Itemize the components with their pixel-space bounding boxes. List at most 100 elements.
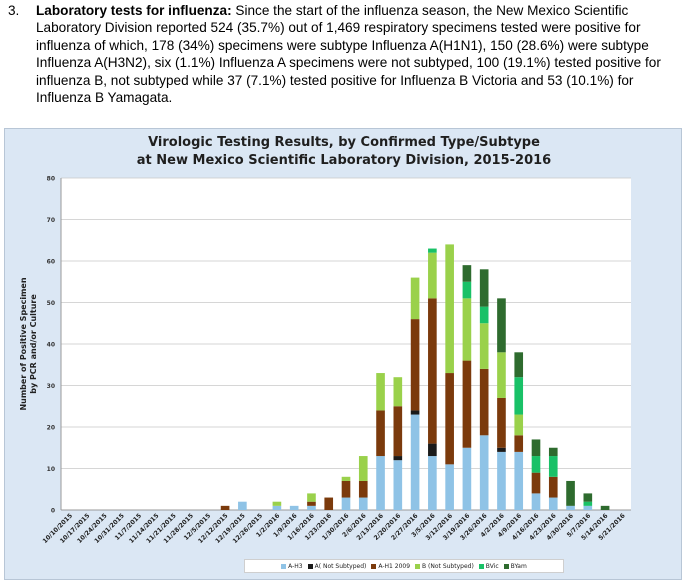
bar-segment-byam bbox=[600, 505, 610, 510]
bar-segment-a-h1-2009 bbox=[445, 373, 454, 465]
legend-label: B (Not Subtyped) bbox=[422, 562, 474, 570]
legend-item: BYam bbox=[503, 562, 527, 570]
bar-segment-a-not-subtyped bbox=[393, 456, 403, 461]
chart-title-line1: Virologic Testing Results, by Confirmed … bbox=[148, 135, 540, 150]
y-tick-label: 70 bbox=[47, 217, 55, 224]
bar-segment-byam bbox=[583, 493, 593, 502]
bar-segment-byam bbox=[531, 439, 541, 457]
bar-segment-byam bbox=[497, 298, 506, 353]
bar-segment-a-not-subtyped bbox=[410, 410, 420, 415]
legend-item: A( Not Subtyped) bbox=[307, 562, 367, 570]
legend-swatch bbox=[503, 563, 509, 569]
bar-segment-a-h1-2009 bbox=[358, 480, 368, 498]
bar-segment-b-not-subtyped bbox=[479, 323, 489, 369]
bar-segment-a-h3 bbox=[393, 460, 403, 510]
legend-label: BYam bbox=[510, 562, 527, 570]
bar-segment-a-h1-2009 bbox=[548, 476, 558, 498]
y-axis-label: Number of Positive Specimenby PCR and/or… bbox=[19, 277, 38, 410]
bar-segment-b-not-subtyped bbox=[272, 501, 282, 506]
y-tick-label: 10 bbox=[47, 466, 55, 473]
bar-segment-a-h1-2009 bbox=[531, 472, 541, 494]
bar-segment-a-h1-2009 bbox=[376, 410, 385, 457]
bar-segment-a-h3 bbox=[358, 497, 368, 510]
y-tick-label: 50 bbox=[47, 300, 55, 307]
bar-segment-a-h3 bbox=[497, 451, 506, 510]
bar-segment-a-h3 bbox=[445, 464, 454, 510]
bar-segment-a-h1-2009 bbox=[479, 368, 489, 436]
intro-lead: Laboratory tests for influenza: bbox=[36, 3, 232, 18]
bar-segment-a-h3 bbox=[307, 505, 316, 510]
bar-segment-a-h3 bbox=[514, 451, 524, 510]
y-tick-label: 40 bbox=[47, 342, 55, 349]
bar-segment-b-not-subtyped bbox=[358, 456, 368, 481]
bar-segment-a-h1-2009 bbox=[341, 480, 351, 498]
bar-segment-a-h3 bbox=[376, 456, 385, 510]
bar-segment-b-not-subtyped bbox=[393, 377, 403, 407]
bar-segment-b-not-subtyped bbox=[462, 298, 472, 361]
bar-segment-byam bbox=[462, 265, 472, 282]
bar-segment-bvic bbox=[462, 281, 472, 299]
bar-segment-a-h3 bbox=[272, 505, 282, 510]
bar-segment-byam bbox=[514, 352, 524, 378]
bar-segment-byam bbox=[479, 269, 489, 307]
bar-segment-a-h3 bbox=[531, 493, 541, 510]
bar-segment-bvic bbox=[428, 248, 437, 253]
bar-segment-a-h1-2009 bbox=[497, 397, 506, 448]
bar-segment-bvic bbox=[479, 306, 489, 324]
bar-segment-a-h3 bbox=[583, 505, 593, 510]
y-tick-label: 20 bbox=[47, 425, 55, 432]
bar-segment-a-h3 bbox=[462, 447, 472, 510]
bar-segment-b-not-subtyped bbox=[428, 252, 437, 299]
bar-segment-a-h1-2009 bbox=[220, 505, 230, 510]
legend-swatch bbox=[415, 563, 421, 569]
legend-item: B (Not Subtyped) bbox=[415, 563, 474, 570]
bar-segment-a-h1-2009 bbox=[307, 501, 316, 506]
bar-segment-a-h1-2009 bbox=[462, 360, 472, 448]
legend-label: A-H1 2009 bbox=[378, 562, 411, 570]
y-tick-label: 0 bbox=[51, 508, 55, 515]
intro-paragraph: 3. Laboratory tests for influenza: Since… bbox=[8, 2, 678, 106]
bar-segment-b-not-subtyped bbox=[497, 352, 506, 398]
bar-segment-a-not-subtyped bbox=[497, 447, 506, 452]
bar-segment-b-not-subtyped bbox=[410, 277, 420, 320]
list-number: 3. bbox=[8, 3, 20, 18]
bar-segment-a-h3 bbox=[566, 505, 575, 510]
legend-swatch bbox=[307, 563, 313, 569]
bar-segment-a-h1-2009 bbox=[514, 435, 524, 452]
chart-title-line2: at New Mexico Scientific Laboratory Divi… bbox=[136, 153, 552, 168]
legend-item: A-H3 bbox=[281, 562, 303, 570]
bar-segment-bvic bbox=[514, 377, 524, 415]
legend-item: BVic bbox=[478, 562, 499, 570]
legend-label: A-H3 bbox=[288, 562, 303, 570]
bar-segment-a-h3 bbox=[548, 497, 558, 510]
chart-legend: A-H3 A( Not Subtyped) A-H1 2009 B (Not Subt… bbox=[244, 559, 564, 573]
y-tick-label: 80 bbox=[47, 176, 55, 183]
bar-segment-a-h1-2009 bbox=[393, 406, 403, 457]
bar-segment-bvic bbox=[531, 456, 541, 473]
bar-segment-a-h1-2009 bbox=[324, 497, 334, 510]
bar-segment-b-not-subtyped bbox=[376, 373, 385, 411]
legend-label: A( Not Subtyped) bbox=[314, 562, 367, 570]
bar-segment-b-not-subtyped bbox=[307, 493, 316, 502]
bar-segment-b-not-subtyped bbox=[514, 414, 524, 436]
bar-segment-byam bbox=[566, 480, 575, 506]
bar-segment-bvic bbox=[583, 501, 593, 506]
bar-segment-b-not-subtyped bbox=[341, 476, 351, 481]
bar-segment-a-h3 bbox=[479, 435, 489, 510]
y-tick-label: 60 bbox=[47, 259, 55, 266]
legend-label: BVic bbox=[485, 562, 499, 570]
bar-segment-b-not-subtyped bbox=[445, 244, 454, 374]
bar-segment-a-h3 bbox=[410, 414, 420, 510]
bar-segment-a-h3 bbox=[238, 501, 247, 510]
legend-item: A-H1 2009 bbox=[371, 563, 410, 570]
bar-segment-a-h3 bbox=[341, 497, 351, 510]
bar-segment-a-not-subtyped bbox=[428, 443, 437, 457]
legend-swatch bbox=[371, 563, 377, 569]
bar-segment-bvic bbox=[548, 456, 558, 477]
bar-segment-a-h1-2009 bbox=[410, 319, 420, 411]
bar-segment-byam bbox=[548, 447, 558, 457]
bar-segment-a-h3 bbox=[428, 456, 437, 510]
y-tick-label: 30 bbox=[47, 383, 55, 390]
legend-swatch bbox=[478, 563, 484, 569]
